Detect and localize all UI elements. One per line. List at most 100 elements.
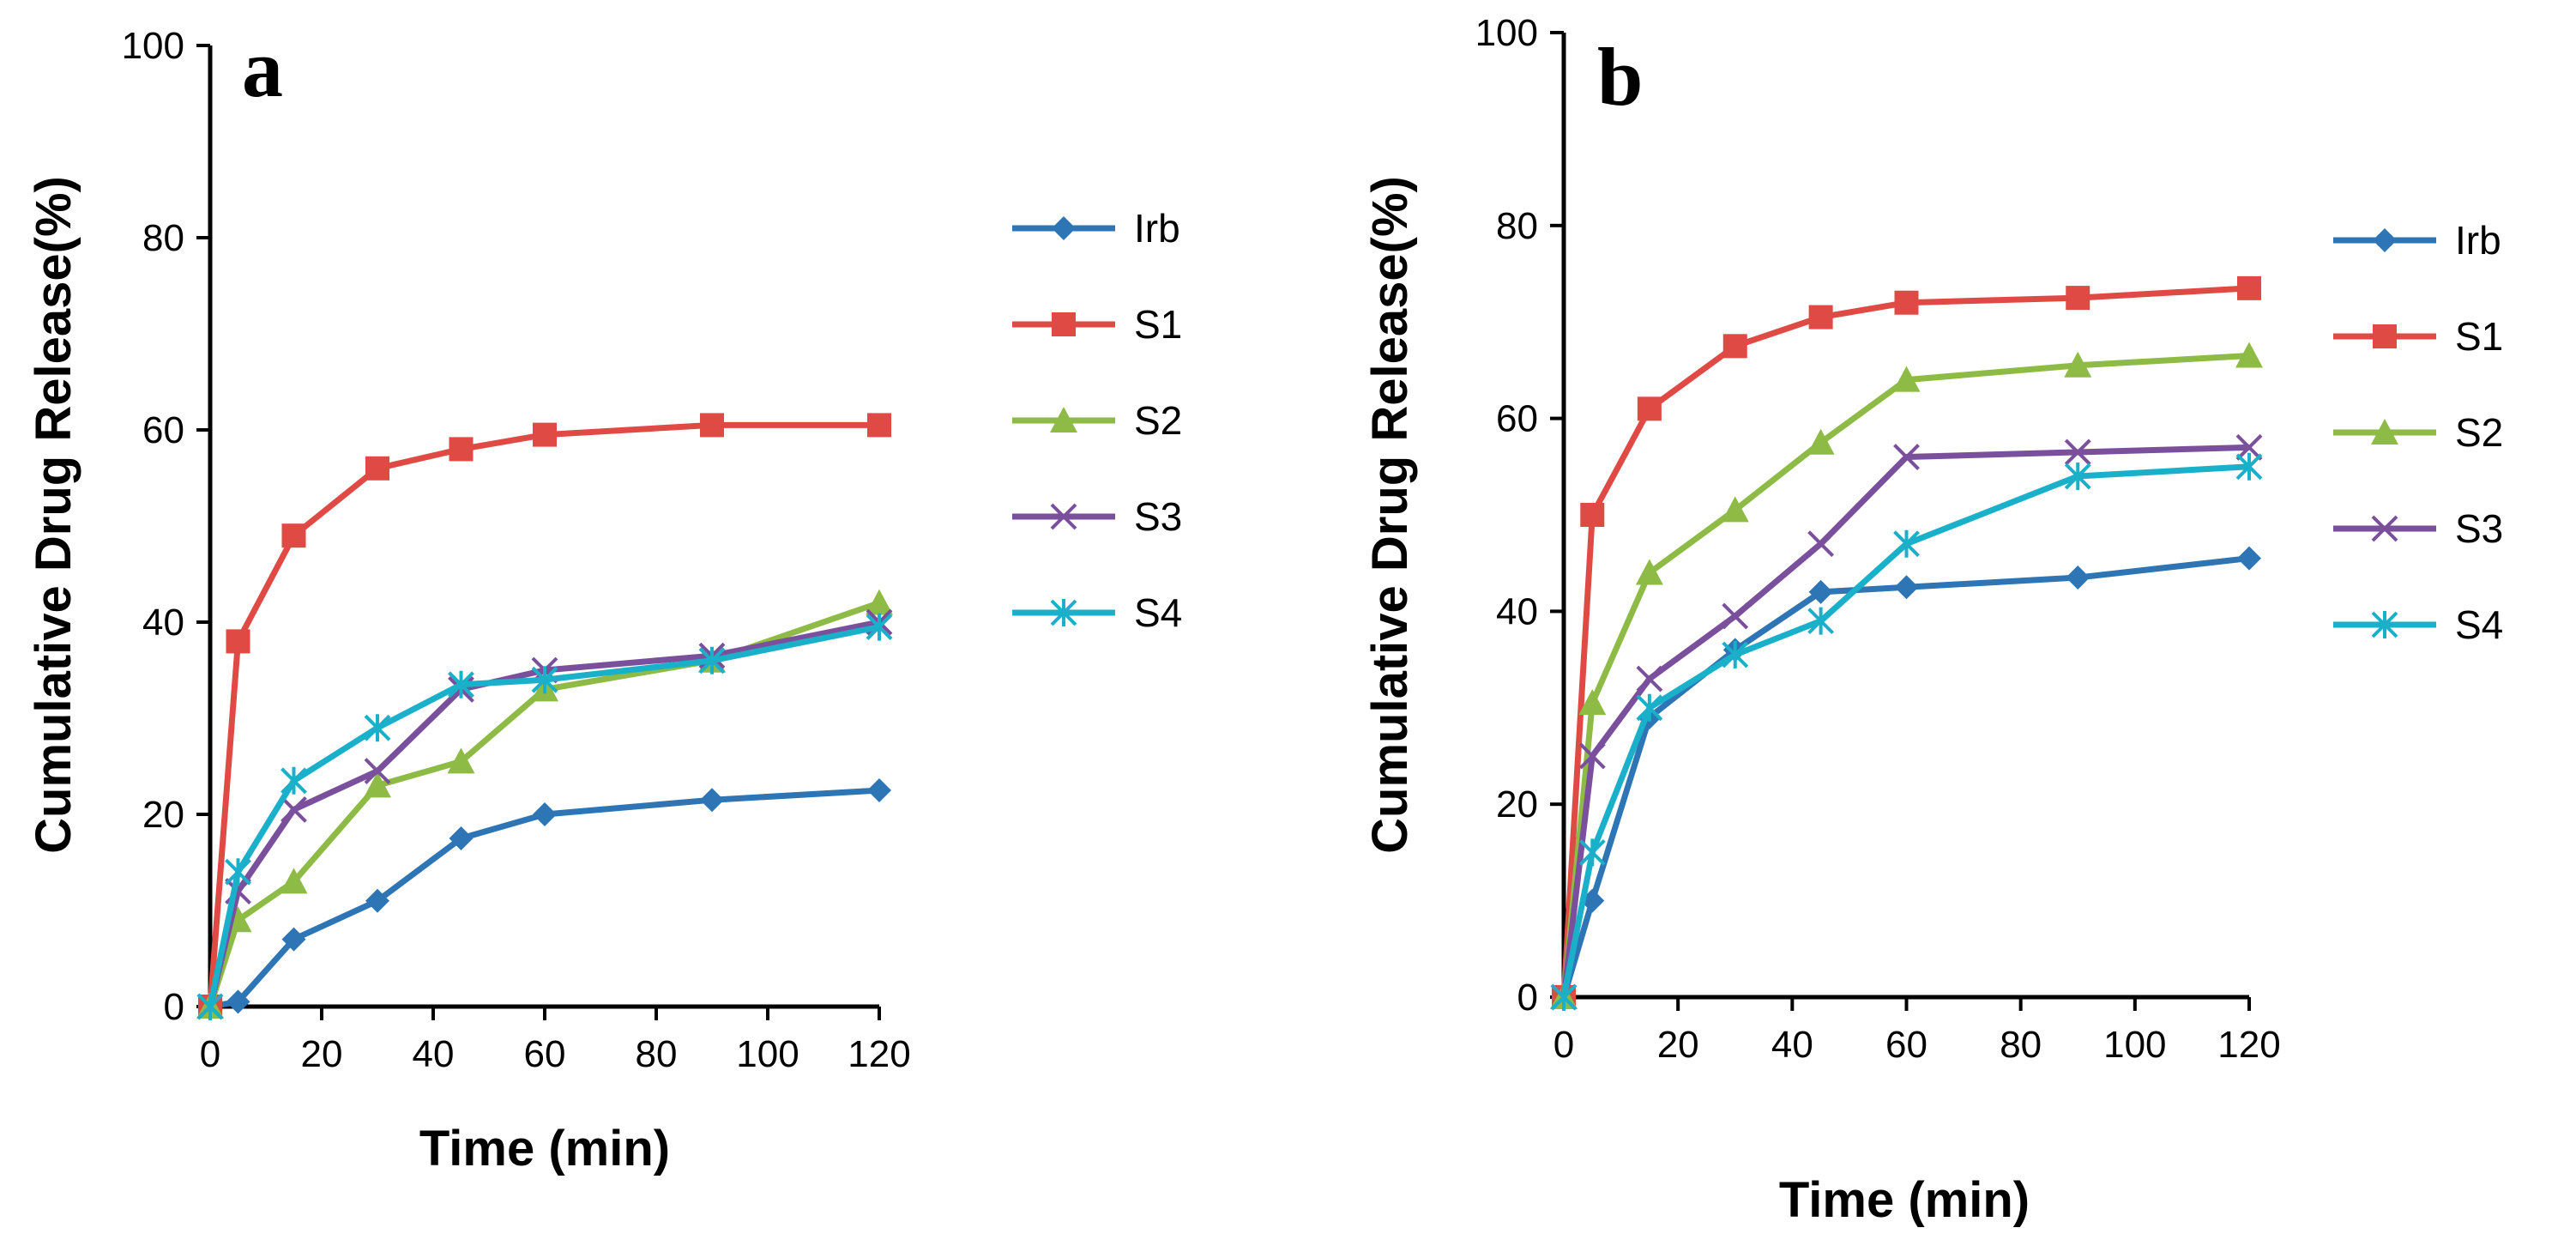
- y-tick-label: 20: [142, 794, 184, 836]
- legend-item-Irb: Irb: [2333, 218, 2501, 263]
- legend-item-S3: S3: [2333, 506, 2503, 551]
- legend-item-Irb: Irb: [1012, 206, 1180, 251]
- data-point: [281, 523, 306, 548]
- data-point: [1635, 559, 1663, 585]
- legend-label: S4: [1134, 590, 1182, 635]
- chart-panel-b: 0 20 40 60 80 100 0 20 40 60 80 100 120 Cumulative Dr…: [1362, 12, 2503, 1228]
- legend-label: S1: [1134, 302, 1182, 347]
- legend-item-S1: S1: [1012, 302, 1182, 347]
- data-point: [1894, 290, 1919, 315]
- y-tick-label: 60: [1496, 398, 1538, 440]
- series-line: [209, 787, 880, 1010]
- legend-item-S2: S2: [1012, 398, 1182, 443]
- series-S4: [1550, 452, 2263, 1011]
- data-point: [1578, 742, 1606, 770]
- data-point: [196, 993, 224, 1020]
- series-S3: [1550, 433, 2263, 1011]
- legend-item-S2: S2: [2333, 410, 2503, 455]
- y-tick-label: 40: [1496, 590, 1538, 632]
- data-point: [2235, 433, 2263, 461]
- data-point: [2237, 275, 2261, 300]
- legend: Irb S1 S2 S3 S4: [1012, 206, 1182, 635]
- data-point: [1636, 665, 1663, 693]
- data-point: [364, 758, 391, 785]
- legend-marker: [1050, 599, 1077, 626]
- panel-label: a: [242, 22, 283, 114]
- x-tick-label: 120: [2217, 1024, 2280, 1066]
- data-point: [2235, 342, 2263, 368]
- legend-label: S2: [1134, 398, 1182, 443]
- x-tick-label: 100: [736, 1033, 799, 1075]
- legend-item-S3: S3: [1012, 494, 1182, 539]
- data-point: [1893, 529, 1920, 558]
- data-point: [2066, 286, 2090, 311]
- legend-marker: [2373, 228, 2397, 252]
- legend-item-S4: S4: [2333, 602, 2503, 647]
- legend-marker: [1052, 216, 1076, 240]
- legend-marker: [2371, 515, 2398, 542]
- series-S1: [1552, 275, 2261, 1009]
- data-point: [281, 795, 307, 823]
- y-tick-label: 0: [1517, 977, 1538, 1019]
- data-point: [449, 826, 474, 850]
- data-point: [365, 456, 389, 481]
- x-tick-label: 20: [301, 1033, 343, 1075]
- data-point: [2237, 546, 2261, 571]
- legend-label: S4: [2455, 602, 2503, 647]
- data-point: [867, 413, 891, 438]
- data-point: [280, 868, 308, 894]
- y-tick-label: 100: [1475, 12, 1538, 54]
- legend-label: S1: [2455, 314, 2503, 359]
- data-point: [226, 629, 250, 654]
- x-tick-label: 40: [413, 1033, 455, 1075]
- data-point: [448, 670, 474, 699]
- data-point: [1722, 602, 1749, 630]
- data-point: [364, 771, 391, 798]
- legend-label: Irb: [1134, 206, 1180, 251]
- data-point: [1807, 607, 1835, 635]
- legend-marker: [1050, 407, 1077, 432]
- chart-panel-a: 0 20 40 60 80 100 0 20 40 60 80 100 120 Cumulative Dr…: [26, 22, 1182, 1176]
- data-point: [1721, 496, 1749, 523]
- x-tick-label: 120: [848, 1033, 910, 1075]
- legend-item-S4: S4: [1012, 590, 1182, 635]
- x-axis-label: Time (min): [419, 1121, 670, 1176]
- y-tick-label: 80: [142, 217, 184, 259]
- x-tick-label: 100: [2103, 1024, 2166, 1066]
- data-point: [1808, 305, 1833, 330]
- legend-marker: [1052, 312, 1076, 336]
- data-point: [1550, 983, 1578, 1011]
- series-S1: [198, 413, 891, 1019]
- x-tick-label: 60: [524, 1033, 566, 1075]
- legend-label: S3: [1134, 494, 1182, 539]
- data-point: [2064, 351, 2092, 378]
- data-point: [531, 666, 558, 694]
- legend-item-S1: S1: [2333, 314, 2503, 359]
- y-tick-label: 80: [1496, 205, 1538, 247]
- series-line: [1560, 285, 2250, 998]
- data-point: [698, 646, 726, 674]
- series-S4: [196, 613, 893, 1020]
- data-point: [1722, 640, 1749, 668]
- data-point: [2064, 463, 2091, 491]
- legend: Irb S1 S2 S3 S4: [2333, 218, 2503, 647]
- data-point: [281, 766, 307, 795]
- data-point: [1894, 575, 1919, 600]
- x-tick-label: 40: [1771, 1024, 1813, 1066]
- data-point: [1636, 693, 1663, 722]
- series-line: [1560, 353, 2250, 998]
- series-line: [1560, 444, 2250, 998]
- data-point: [226, 989, 250, 1014]
- x-axis-label: Time (min): [1779, 1172, 2030, 1228]
- legend-label: Irb: [2455, 218, 2501, 263]
- legend-label: S2: [2455, 410, 2503, 455]
- data-point: [1807, 530, 1835, 558]
- series-line: [207, 619, 880, 1007]
- data-point: [2064, 438, 2091, 466]
- y-tick-label: 20: [1496, 783, 1538, 826]
- legend-marker: [1050, 503, 1077, 530]
- y-tick-label: 100: [122, 25, 184, 67]
- y-tick-label: 0: [164, 986, 184, 1028]
- legend-marker: [2371, 611, 2398, 638]
